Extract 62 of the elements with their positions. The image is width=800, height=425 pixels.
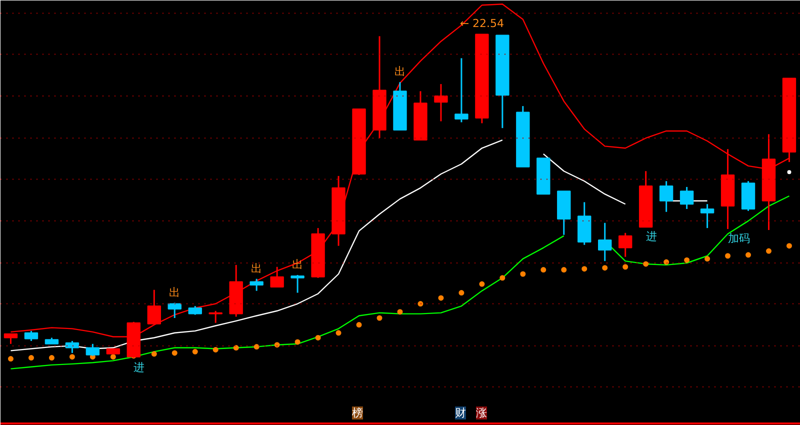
point: [622, 264, 628, 270]
point: [212, 346, 218, 352]
point: [602, 265, 608, 271]
candlestick: [24, 330, 38, 342]
point: [69, 354, 75, 360]
point: [479, 281, 485, 287]
point: [582, 266, 588, 272]
annotation: 加码: [728, 232, 750, 246]
candlestick: [147, 289, 161, 325]
text: 财: [455, 406, 466, 420]
text: 榜: [352, 406, 363, 420]
point: [418, 301, 424, 307]
point: [438, 295, 444, 301]
candlestick: [598, 222, 612, 262]
annotation: 出: [251, 262, 262, 275]
point: [254, 344, 260, 350]
point: [315, 334, 321, 340]
point: [397, 309, 403, 315]
annotation: 进: [646, 230, 657, 244]
candlestick: [290, 274, 304, 294]
point: [28, 355, 34, 361]
point: [8, 356, 14, 362]
candlestick: [659, 180, 674, 213]
candlestick: [454, 57, 468, 123]
candlestick: [208, 310, 222, 324]
point: [274, 342, 280, 348]
annotation: 出: [169, 286, 180, 299]
candlestick: [700, 203, 714, 229]
text: 涨: [476, 406, 487, 420]
point: [336, 330, 342, 336]
point: [500, 275, 506, 281]
point: [725, 253, 731, 259]
point: [540, 267, 546, 273]
point: [110, 354, 116, 360]
point: [643, 261, 649, 267]
point: [684, 257, 690, 263]
point: [746, 252, 752, 258]
candlestick: [270, 266, 284, 288]
point: [151, 351, 157, 357]
point: [294, 339, 300, 345]
point: [561, 267, 567, 273]
point: [192, 348, 198, 354]
point: [787, 170, 792, 174]
point: [233, 345, 239, 351]
point: [664, 259, 670, 265]
point: [356, 322, 362, 328]
point: [520, 271, 526, 277]
candlestick: [618, 232, 632, 258]
annotation: 出: [394, 65, 406, 78]
point: [48, 355, 54, 361]
candlestick: [168, 302, 182, 319]
candlestick: [65, 340, 80, 354]
candlestick: [250, 278, 264, 292]
annotation: 进: [134, 360, 145, 374]
candlestick: [680, 186, 694, 210]
point: [376, 315, 382, 321]
point: [704, 256, 710, 262]
candlestick: [434, 83, 448, 122]
point: [172, 350, 178, 356]
point: [458, 290, 464, 296]
point: [786, 243, 792, 249]
point: [766, 248, 772, 254]
